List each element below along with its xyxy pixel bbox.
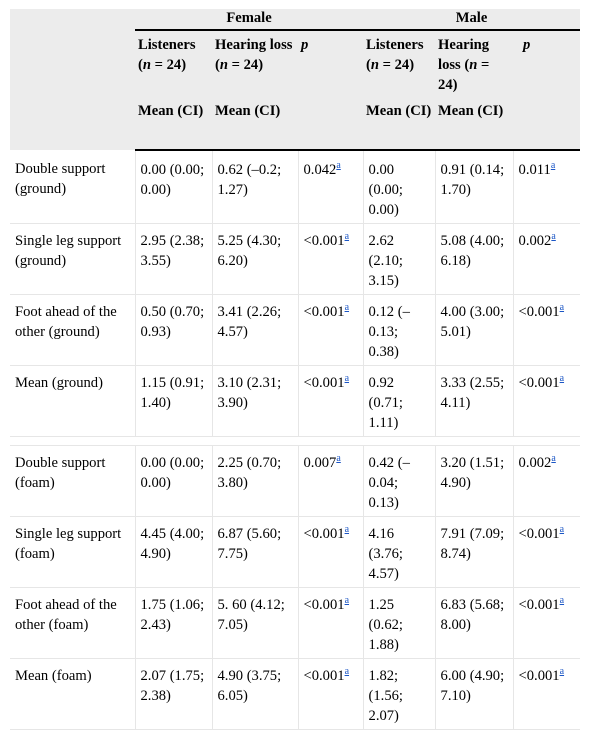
cell-value: 0.00 (0.00; 0.00)	[363, 150, 436, 224]
cell-p-value: 0.002a	[513, 445, 581, 517]
cell-value: 1.82; (1.56; 2.07)	[363, 658, 436, 730]
section-divider	[10, 436, 581, 446]
table-row: Double support (foam) 0.00 (0.00; 0.00) …	[10, 445, 581, 517]
footnote-link[interactable]: a	[344, 231, 350, 242]
cell-value: 0.00 (0.00; 0.00)	[135, 150, 213, 224]
cell-p-value: <0.001a	[513, 516, 581, 588]
cell-p-value: <0.001a	[513, 587, 581, 659]
female-group-header: Female	[135, 9, 364, 31]
cell-value: 3.20 (1.51; 4.90)	[435, 445, 514, 517]
footnote-link[interactable]: a	[559, 595, 565, 606]
footnote-link[interactable]: a	[344, 302, 350, 313]
cell-p-value: <0.001a	[513, 294, 581, 366]
cell-value: 0.42 (–0.04; 0.13)	[363, 445, 436, 517]
cell-value: 5.08 (4.00; 6.18)	[435, 223, 514, 295]
cell-value: 1.25 (0.62; 1.88)	[363, 587, 436, 659]
footnote-link[interactable]: a	[344, 524, 350, 535]
col-male-hearing-loss: Hearing loss (n = 24) Mean (CI)	[435, 30, 514, 151]
cell-p-value: <0.001a	[298, 223, 364, 295]
cell-value: 1.75 (1.06; 2.43)	[135, 587, 213, 659]
cell-value: 0.91 (0.14; 1.70)	[435, 150, 514, 224]
cell-value: 3.33 (2.55; 4.11)	[435, 365, 514, 437]
footnote-link[interactable]: a	[551, 231, 556, 242]
cell-value: 6.00 (4.90; 7.10)	[435, 658, 514, 730]
footnote-link[interactable]: a	[344, 595, 350, 606]
table-body: Double support (ground) 0.00 (0.00; 0.00…	[10, 150, 581, 730]
cell-p-value: <0.001a	[298, 294, 364, 366]
footnote-link[interactable]: a	[559, 666, 565, 677]
cell-value: 5.25 (4.30; 6.20)	[212, 223, 299, 295]
cell-p-value: 0.002a	[513, 223, 581, 295]
footnote-link[interactable]: a	[559, 302, 565, 313]
table-header: Female Male Listeners (n = 24) Mean (CI)…	[10, 9, 581, 151]
table-row: Single leg support (ground) 2.95 (2.38; …	[10, 223, 581, 295]
col-male-p: p	[513, 30, 581, 151]
cell-p-value: 0.042a	[298, 150, 364, 224]
footnote-link[interactable]: a	[336, 453, 341, 464]
cell-value: 7.91 (7.09; 8.74)	[435, 516, 514, 588]
row-label: Double support (ground)	[10, 150, 136, 224]
cell-value: 2.07 (1.75; 2.38)	[135, 658, 213, 730]
col-female-listeners: Listeners (n = 24) Mean (CI)	[135, 30, 212, 151]
cell-value: 1.15 (0.91; 1.40)	[135, 365, 213, 437]
cell-value: 2.62 (2.10; 3.15)	[363, 223, 436, 295]
table-row: Mean (foam) 2.07 (1.75; 2.38) 4.90 (3.75…	[10, 658, 581, 730]
cell-p-value: <0.001a	[298, 365, 364, 437]
table-row: Foot ahead of the other (foam) 1.75 (1.0…	[10, 587, 581, 659]
col-male-listeners: Listeners (n = 24) Mean (CI)	[363, 30, 436, 151]
cell-value: 4.16 (3.76; 4.57)	[363, 516, 436, 588]
cell-value: 0.00 (0.00; 0.00)	[135, 445, 213, 517]
row-label: Double support (foam)	[10, 445, 136, 517]
cell-p-value: <0.001a	[298, 516, 364, 588]
cell-p-value: 0.007a	[298, 445, 364, 517]
footnote-link[interactable]: a	[551, 453, 556, 464]
row-label: Single leg support (ground)	[10, 223, 136, 295]
table-row: Mean (ground) 1.15 (0.91; 1.40) 3.10 (2.…	[10, 365, 581, 437]
cell-p-value: <0.001a	[298, 587, 364, 659]
footnote-link[interactable]: a	[336, 160, 341, 171]
footnote-link[interactable]: a	[559, 373, 565, 384]
table-row: Foot ahead of the other (ground) 0.50 (0…	[10, 294, 581, 366]
cell-p-value: <0.001a	[298, 658, 364, 730]
table-row: Single leg support (foam) 4.45 (4.00; 4.…	[10, 516, 581, 588]
cell-value: 2.95 (2.38; 3.55)	[135, 223, 213, 295]
row-label: Foot ahead of the other (foam)	[10, 587, 136, 659]
cell-value: 4.45 (4.00; 4.90)	[135, 516, 213, 588]
male-group-header: Male	[363, 9, 581, 31]
cell-p-value: <0.001a	[513, 658, 581, 730]
row-label: Mean (foam)	[10, 658, 136, 730]
cell-p-value: <0.001a	[513, 365, 581, 437]
cell-value: 0.62 (–0.2; 1.27)	[212, 150, 299, 224]
footnote-link[interactable]: a	[344, 666, 350, 677]
row-label: Foot ahead of the other (ground)	[10, 294, 136, 366]
cell-value: 3.10 (2.31; 3.90)	[212, 365, 299, 437]
cell-value: 6.83 (5.68; 8.00)	[435, 587, 514, 659]
table-row: Double support (ground) 0.00 (0.00; 0.00…	[10, 150, 581, 224]
cell-value: 2.25 (0.70; 3.80)	[212, 445, 299, 517]
cell-value: 3.41 (2.26; 4.57)	[212, 294, 299, 366]
col-female-hearing-loss: Hearing loss (n = 24) Mean (CI)	[212, 30, 298, 151]
col-female-p: p	[298, 30, 364, 151]
cell-value: 0.92 (0.71; 1.11)	[363, 365, 436, 437]
row-label: Single leg support (foam)	[10, 516, 136, 588]
results-table: Female Male Listeners (n = 24) Mean (CI)…	[10, 9, 581, 730]
cell-value: 4.00 (3.00; 5.01)	[435, 294, 514, 366]
cell-value: 0.12 (–0.13; 0.38)	[363, 294, 436, 366]
cell-value: 0.50 (0.70; 0.93)	[135, 294, 213, 366]
cell-value: 6.87 (5.60; 7.75)	[212, 516, 299, 588]
cell-value: 5. 60 (4.12; 7.05)	[212, 587, 299, 659]
footnote-link[interactable]: a	[344, 373, 350, 384]
footnote-link[interactable]: a	[559, 524, 565, 535]
row-label: Mean (ground)	[10, 365, 136, 437]
footnote-link[interactable]: a	[550, 160, 556, 171]
cell-p-value: 0.011a	[513, 150, 581, 224]
header-blank	[10, 9, 135, 150]
cell-value: 4.90 (3.75; 6.05)	[212, 658, 299, 730]
